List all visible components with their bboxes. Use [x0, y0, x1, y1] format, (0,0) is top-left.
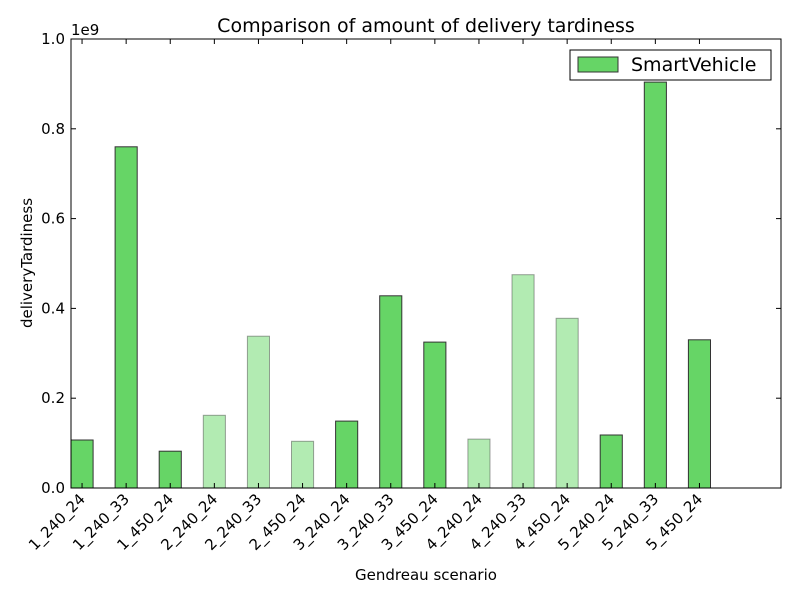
bar-1_450_24 — [158, 450, 182, 489]
bars-group — [70, 81, 712, 489]
bar-5_240_24 — [599, 434, 623, 489]
bar-2_240_24 — [202, 414, 226, 489]
chart-title: Comparison of amount of delivery tardine… — [217, 15, 635, 37]
bar-4_240_24 — [467, 438, 491, 489]
x-axis-label: Gendreau scenario — [355, 566, 497, 584]
bar-3_240_33 — [379, 295, 403, 489]
bar-3_240_24 — [335, 420, 359, 489]
bar-5_450_24 — [687, 339, 712, 489]
bar-2_450_24 — [291, 440, 315, 489]
bar-3_450_24 — [423, 341, 447, 489]
y-tick-label: 0.0 — [41, 479, 65, 497]
ticks-group: 1_240_241_240_331_450_242_240_242_240_33… — [25, 30, 781, 555]
y-axis-multiplier: 1e9 — [71, 21, 99, 39]
y-tick-label: 0.6 — [41, 210, 65, 228]
y-tick-label: 1.0 — [41, 30, 65, 48]
legend-swatch — [577, 56, 619, 73]
bar-5_240_33 — [643, 81, 667, 489]
legend-label: SmartVehicle — [631, 54, 756, 76]
bar-1_240_33 — [114, 146, 138, 489]
bar-2_240_33 — [246, 335, 270, 489]
y-tick-label: 0.8 — [41, 120, 65, 138]
y-axis-label: deliveryTardiness — [18, 198, 36, 328]
plot-frame — [70, 38, 782, 489]
y-tick-label: 0.2 — [41, 389, 65, 407]
bar-4_240_33 — [511, 274, 535, 489]
y-tick-label: 0.4 — [41, 299, 65, 317]
bar-4_450_24 — [555, 317, 579, 489]
legend: SmartVehicle — [569, 49, 772, 81]
bar-1_240_24 — [70, 439, 94, 489]
